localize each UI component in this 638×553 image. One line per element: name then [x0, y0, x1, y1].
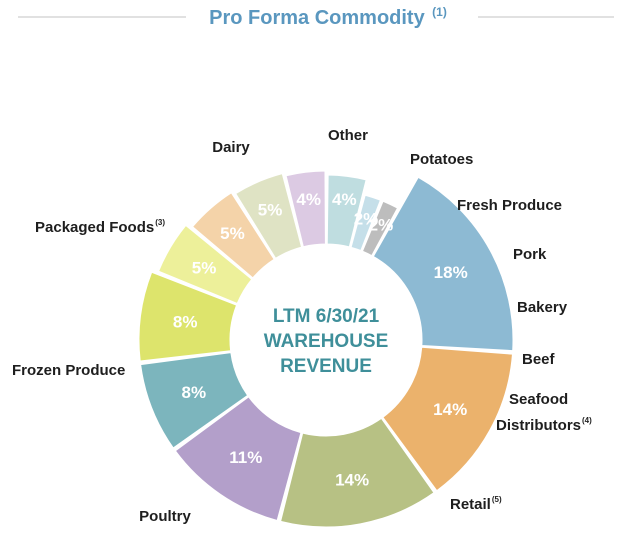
value-label-beef: 4%: [332, 190, 357, 209]
chart-title: Pro Forma Commodity (1): [209, 5, 447, 29]
category-label-packaged-foods: Packaged Foods(3): [35, 218, 165, 236]
category-label-dairy: Dairy: [212, 139, 250, 156]
slice-bakery: [285, 170, 326, 248]
value-label-other: 8%: [173, 313, 198, 332]
category-label-fresh-produce: Fresh Produce: [457, 197, 562, 214]
slice-dairy: [140, 352, 249, 449]
slice-frozen-produce: [279, 417, 435, 528]
chart-title-text: Pro Forma Commodity: [209, 7, 425, 29]
value-label-seafood: 2%: [354, 209, 379, 228]
center-line-2: WAREHOUSE: [264, 331, 389, 352]
slice-retail: [372, 176, 514, 352]
value-label-frozen-produce: 14%: [335, 471, 369, 490]
category-label-distributors: Distributors(4): [496, 416, 592, 434]
value-label-bakery: 4%: [296, 190, 321, 209]
category-label-retail: Retail(5): [450, 495, 502, 513]
slice-fresh-produce: [191, 192, 275, 279]
value-label-fresh-produce: 5%: [220, 224, 245, 243]
slice-potatoes: [157, 224, 253, 305]
category-label-potatoes: Potatoes: [410, 151, 473, 168]
category-label-other: Other: [328, 127, 368, 144]
value-label-poultry: 14%: [433, 400, 467, 419]
slice-packaged-foods: [174, 396, 302, 522]
value-label-distributors: 2%: [369, 215, 394, 234]
value-label-pork: 5%: [258, 200, 283, 219]
category-label-seafood: Seafood: [509, 391, 568, 408]
slice-other: [138, 271, 238, 362]
chart-title-footnote: (1): [432, 5, 447, 19]
slice-poultry: [382, 346, 513, 492]
category-label-frozen-produce: Frozen Produce: [12, 362, 125, 379]
slice-value-labels: 8%5%5%5%4% 4%2%2%18%14%14%11%8%: [173, 190, 468, 490]
center-line-1: LTM 6/30/21: [273, 306, 380, 327]
category-label-pork: Pork: [513, 246, 547, 263]
category-labels: Other Potatoes Fresh Produce Pork Bakery Beef…: [12, 127, 592, 525]
value-label-retail: 18%: [434, 263, 468, 282]
value-label-dairy: 8%: [182, 383, 207, 402]
donut-slices: [138, 170, 514, 528]
slice-seafood: [350, 194, 382, 252]
category-label-poultry: Poultry: [139, 508, 191, 525]
slice-distributors: [361, 200, 399, 257]
category-label-beef: Beef: [522, 351, 556, 368]
value-label-potatoes: 5%: [192, 258, 217, 277]
value-label-packaged-foods: 11%: [229, 448, 262, 467]
slice-beef: [326, 174, 367, 248]
center-line-3: REVENUE: [280, 356, 372, 377]
slice-pork: [235, 173, 303, 259]
category-label-bakery: Bakery: [517, 299, 568, 316]
